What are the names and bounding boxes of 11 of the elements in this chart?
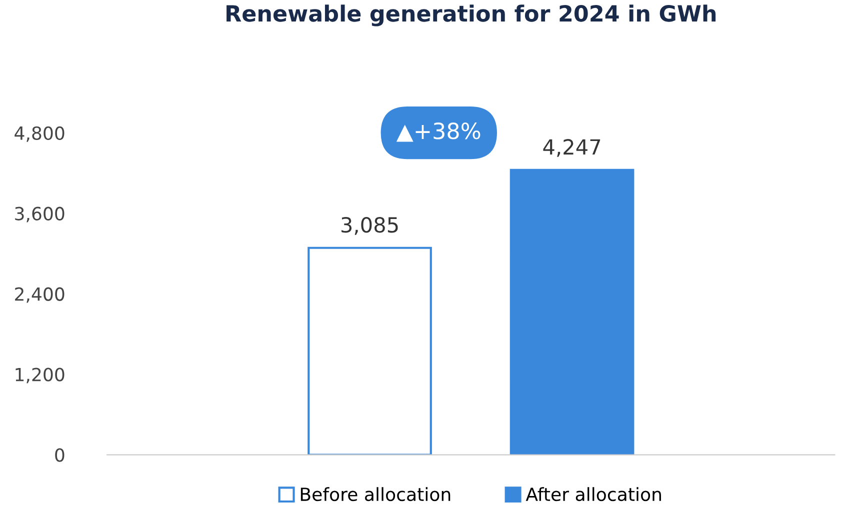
chart-title: Renewable generation for 2024 in GWh xyxy=(226,4,716,26)
legend-label: After allocation xyxy=(526,487,661,502)
annotation: ▲+38% xyxy=(396,122,480,142)
y-tick-label: 1,200 xyxy=(16,368,64,384)
y-tick-label: 0 xyxy=(55,448,64,462)
data-label: 4,247 xyxy=(543,139,600,157)
data-label: 3,085 xyxy=(342,216,398,235)
y-tick-label: 4,800 xyxy=(14,126,64,142)
y-tick-label: 3,600 xyxy=(15,206,64,222)
y-tick-label: 2,400 xyxy=(15,287,64,303)
legend-label: Before allocation xyxy=(300,487,450,502)
